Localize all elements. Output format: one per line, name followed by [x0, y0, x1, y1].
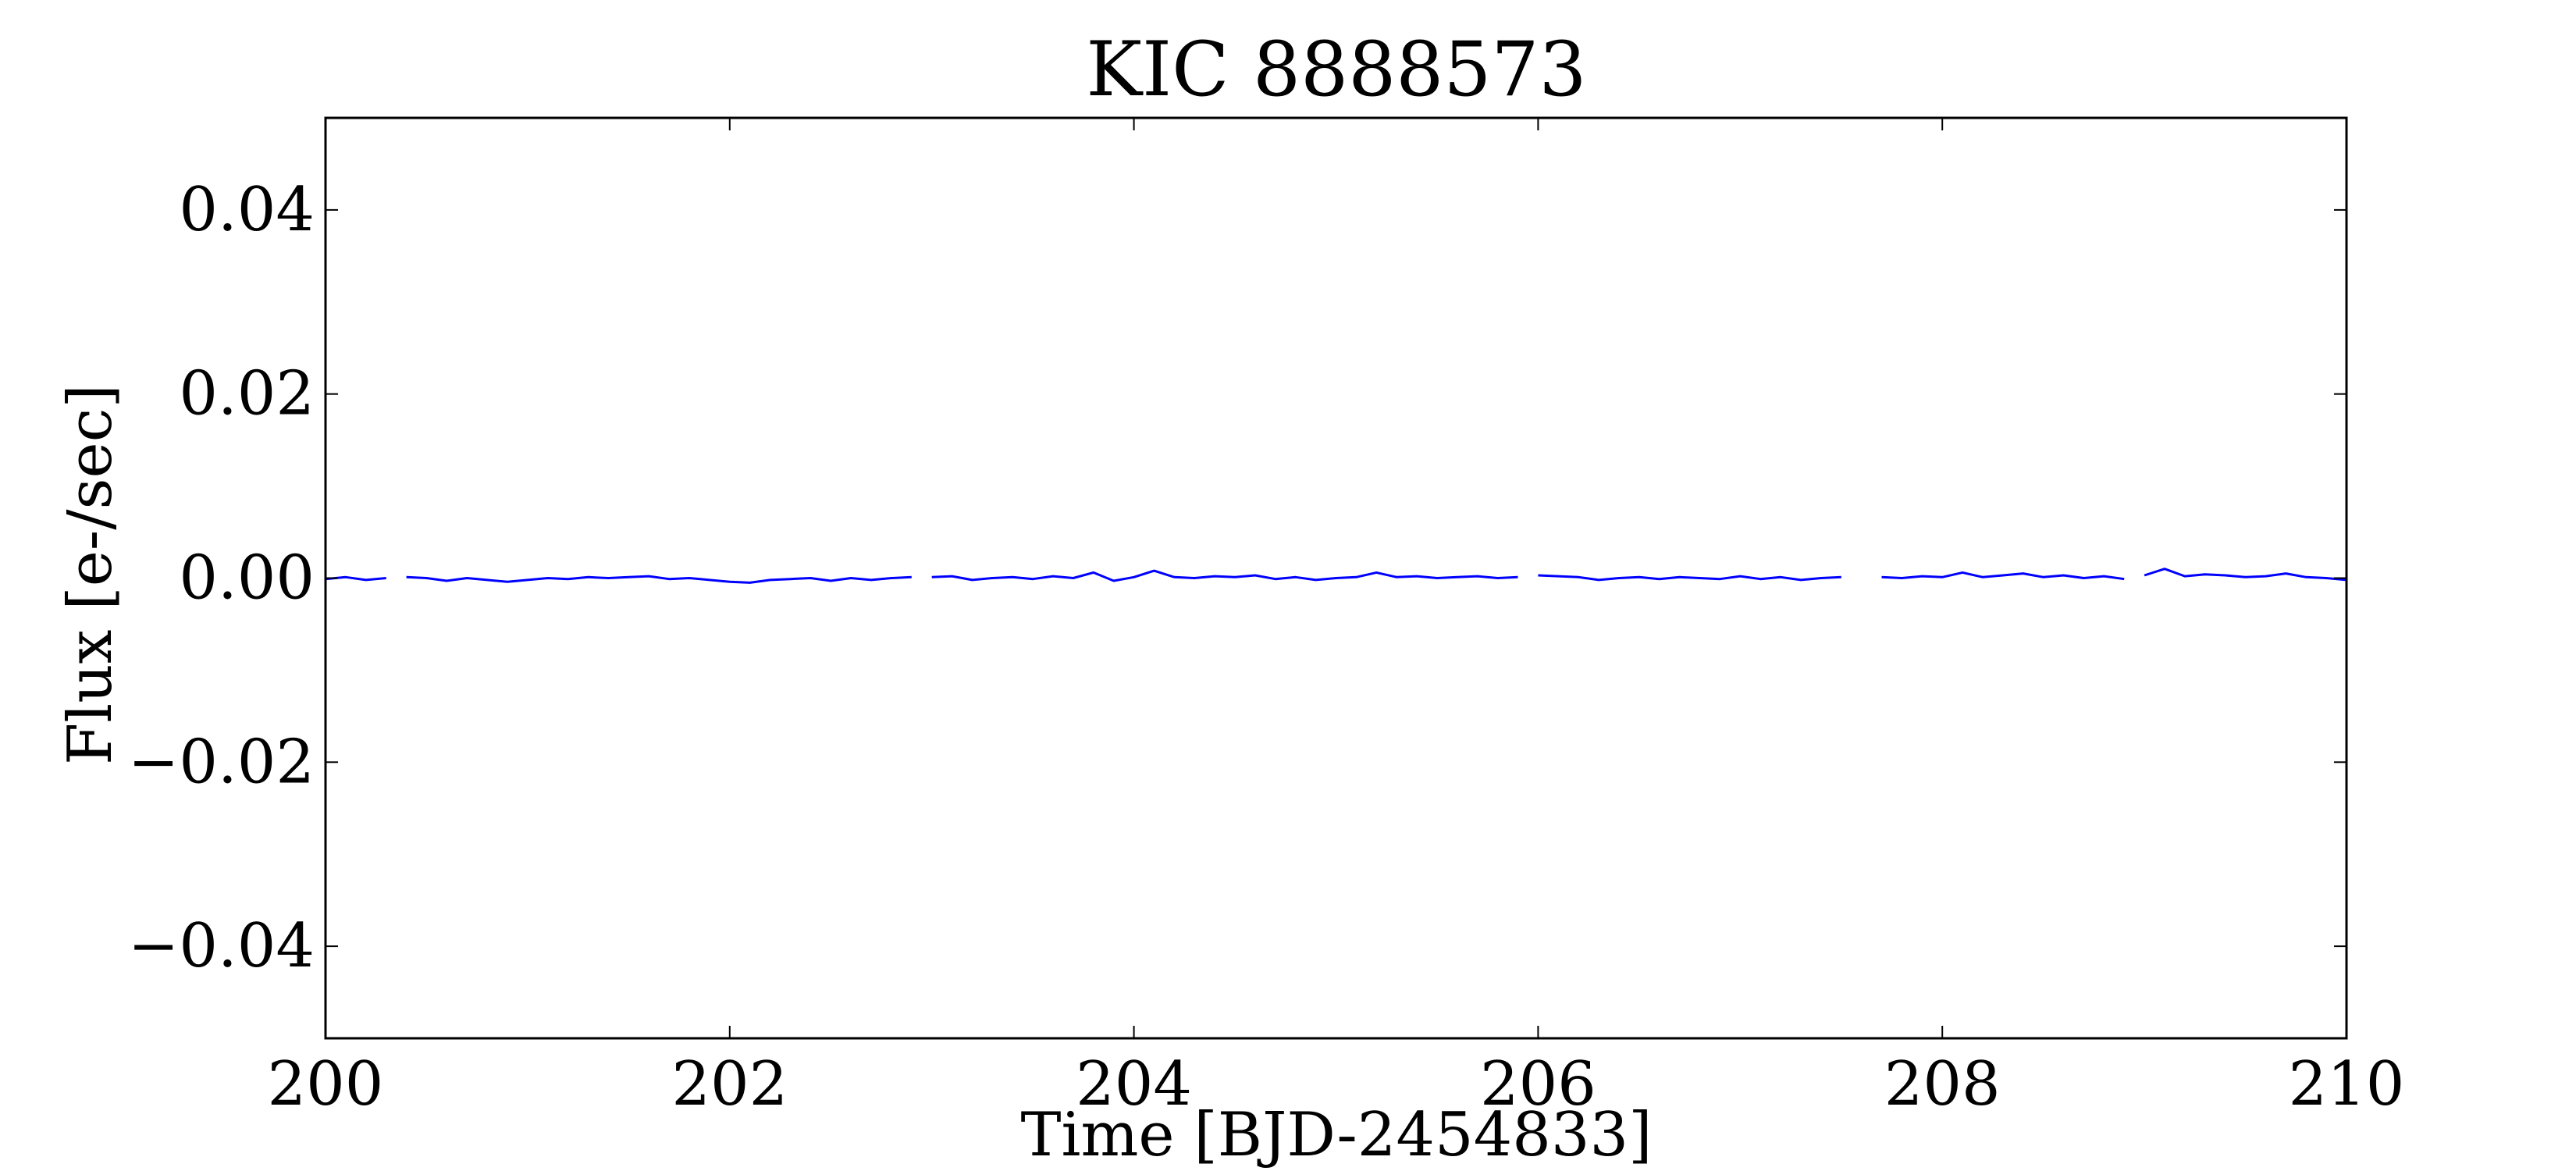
series-0-segment-5	[2144, 568, 2347, 582]
y-tick-label-4: −0.04	[128, 911, 315, 981]
series-0-segment-1	[406, 575, 912, 584]
y-axis-label: Flux [e-/sec]	[55, 384, 126, 765]
x-tick-label-2: 204	[1076, 1049, 1192, 1119]
x-tick-label-5: 210	[2289, 1049, 2405, 1119]
axes-frame	[324, 116, 2348, 1040]
x-tick-label-4: 208	[1884, 1049, 2001, 1119]
y-tick-label-3: −0.02	[128, 727, 315, 797]
series-0-segment-3	[1538, 574, 1841, 582]
chart-title: KIC 8888573	[1086, 26, 1586, 113]
y-tick-label-0: 0.04	[179, 175, 315, 245]
x-axis-label: Time [BJD-2454833]	[1020, 1100, 1652, 1170]
series-0-segment-4	[1881, 571, 2125, 581]
x-tick-label-3: 206	[1480, 1049, 1596, 1119]
x-tick-label-1: 202	[671, 1049, 788, 1119]
x-tick-label-0: 200	[268, 1049, 384, 1119]
plot-area: 200 202 204 206 208 210 0.04 0.02 0.00 −0.02 −0.04	[128, 116, 2405, 1119]
series-0-segment-2	[931, 569, 1518, 582]
y-tick-label-1: 0.02	[179, 359, 315, 429]
y-tick-label-2: 0.00	[179, 543, 315, 614]
